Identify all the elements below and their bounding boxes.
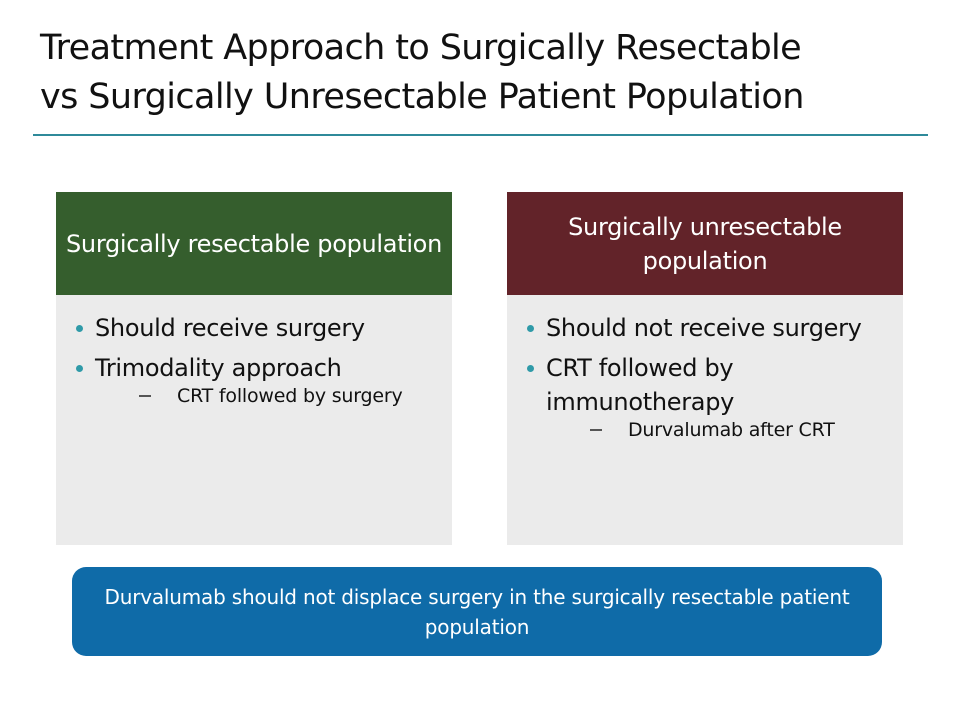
resectable-panel: Surgically resectable population Should … [56, 192, 452, 545]
slide-title: Treatment Approach to Surgically Resecta… [40, 24, 920, 122]
bullet-item: Should not receive surgery [525, 311, 889, 345]
resectable-panel-header: Surgically resectable population [56, 192, 452, 295]
bullet-text: Should not receive surgery [546, 314, 862, 342]
unresectable-header-line-1: Surgically unresectable [568, 212, 842, 241]
bullet-dot-icon [76, 365, 83, 372]
sub-bullet-item: CRT followed by surgery [95, 383, 438, 409]
resectable-header-line-2: population [317, 229, 442, 258]
callout-line-2: resectable patient population [424, 584, 850, 639]
key-message-callout: Durvalumab should not displace surgery i… [72, 567, 882, 656]
bullet-item: CRT followed by immunotherapy Durvalumab… [525, 351, 889, 443]
unresectable-bullet-list: Should not receive surgery CRT followed … [507, 295, 903, 443]
bullet-text: Should receive surgery [95, 314, 365, 342]
unresectable-header-line-2: population [642, 246, 768, 275]
sub-bullet-text: Durvalumab after CRT [628, 419, 835, 441]
resectable-bullet-list: Should receive surgery Trimodality appro… [56, 295, 452, 409]
title-divider [33, 134, 928, 136]
sub-bullet-text: CRT followed by surgery [177, 385, 403, 407]
bullet-dot-icon [76, 325, 83, 332]
unresectable-panel-header: Surgically unresectable population [507, 192, 903, 295]
callout-line-1: Durvalumab should not displace surgery i… [104, 584, 666, 609]
dash-icon [139, 395, 151, 397]
bullet-dot-icon [527, 325, 534, 332]
title-line-2: vs Surgically Unresectable Patient Popul… [40, 77, 804, 117]
bullet-dot-icon [527, 365, 534, 372]
bullet-text: CRT followed by immunotherapy [546, 354, 735, 416]
dash-icon [590, 429, 602, 431]
bullet-item: Should receive surgery [74, 311, 438, 345]
resectable-header-line-1: Surgically resectable [66, 229, 310, 258]
bullet-item: Trimodality approach CRT followed by sur… [74, 351, 438, 409]
sub-bullet-item: Durvalumab after CRT [546, 417, 889, 443]
unresectable-panel: Surgically unresectable population Shoul… [507, 192, 903, 545]
bullet-text: Trimodality approach [95, 354, 342, 382]
title-line-1: Treatment Approach to Surgically Resecta… [40, 28, 802, 68]
